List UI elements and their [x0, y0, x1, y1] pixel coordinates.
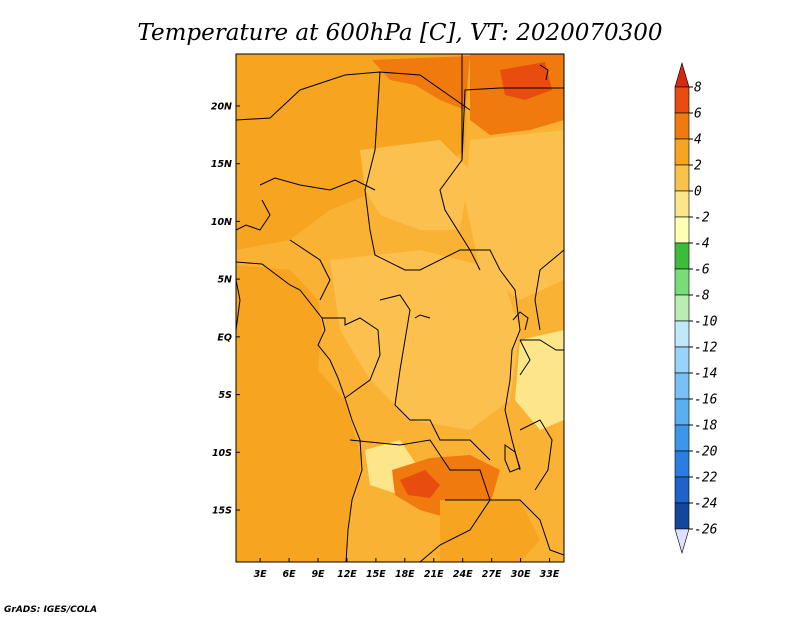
colorbar-box	[674, 294, 690, 322]
colorbar: 8 6 4 2 0 -2 -4 -6 -8 -10 -12 -14 -16 -18 -20 -22 -24 -26	[674, 61, 718, 555]
field-sahel-cool	[360, 140, 470, 230]
colorbar-box	[674, 398, 690, 426]
y-tick-label: 5S	[219, 390, 233, 401]
credit-text: GrADS: IGES/COLA	[4, 605, 97, 615]
colorbar-box	[674, 502, 690, 530]
colorbar-tick-label: -22	[694, 471, 718, 486]
x-tick-label: 6E	[283, 569, 297, 580]
y-tick-label: 10S	[212, 448, 232, 459]
colorbar-box	[674, 424, 690, 452]
map-frame	[235, 53, 565, 563]
colorbar-tick-label: -24	[694, 497, 717, 512]
field-east-cool	[465, 130, 564, 300]
colorbar-box	[674, 346, 690, 374]
colorbar-tick-label: 8	[694, 81, 702, 96]
y-tick-label: 15S	[212, 506, 232, 517]
x-tick-label: 15E	[366, 569, 386, 580]
colorbar-box	[674, 268, 690, 296]
colorbar-tick-label: 6	[694, 107, 702, 122]
y-tick-label: 15N	[211, 159, 232, 170]
colorbar-tick-label: -4	[694, 237, 710, 252]
colorbar-tick-label: -2	[694, 211, 710, 226]
colorbar-tick-label: -12	[694, 341, 718, 356]
colorbar-box	[674, 86, 690, 114]
colorbar-tick-label: 4	[694, 133, 702, 148]
colorbar-max-arrow	[674, 61, 690, 88]
x-tick-label: 30E	[511, 569, 531, 580]
colorbar-box	[674, 242, 690, 270]
colorbar-min-arrow	[674, 528, 690, 555]
colorbar-tick-label: -14	[694, 367, 717, 382]
x-tick-label: 9E	[311, 569, 325, 580]
colorbar-tick-label: -10	[694, 315, 718, 330]
colorbar-box	[674, 138, 690, 166]
colorbar-tick-label: 0	[694, 185, 702, 200]
colorbar-tick-label: 2	[694, 159, 702, 174]
colorbar-tick-label: -8	[694, 289, 710, 304]
x-axis: 3E 6E 9E 12E 15E 18E 21E 24E 27E 30E 33E	[254, 558, 560, 580]
x-tick-label: 12E	[337, 569, 357, 580]
colorbar-box	[674, 476, 690, 504]
colorbar-box	[674, 216, 690, 244]
colorbar-tick-label: -18	[694, 419, 718, 434]
colorbar-box	[674, 372, 690, 400]
field-south-hotter	[400, 470, 440, 498]
field-congo-cool	[330, 250, 520, 430]
x-tick-label: 21E	[424, 569, 444, 580]
chart-title: Temperature at 600hPa [C], VT: 202007030…	[137, 20, 662, 46]
colorbar-box	[674, 320, 690, 348]
colorbar-tick-label: -20	[694, 445, 718, 460]
y-tick-label: 10N	[211, 217, 232, 228]
colorbar-box	[674, 112, 690, 140]
colorbar-box	[674, 164, 690, 192]
field-ne-hotter	[500, 62, 552, 100]
x-tick-label: 27E	[482, 569, 502, 580]
y-tick-label: 20N	[211, 101, 232, 112]
colorbar-box	[674, 190, 690, 218]
colorbar-box	[674, 450, 690, 478]
colorbar-tick-label: -26	[694, 523, 718, 538]
x-tick-label: 18E	[395, 569, 415, 580]
field-northwest	[236, 54, 470, 250]
x-tick-label: 3E	[254, 569, 268, 580]
field-west-ocean	[236, 265, 362, 562]
y-tick-label: EQ	[217, 332, 232, 343]
y-tick-label: 5N	[217, 275, 232, 286]
colorbar-tick-label: -6	[694, 263, 710, 278]
colorbar-tick-label: -16	[694, 393, 718, 408]
y-axis: 20N 15N 10N 5N EQ 5S 10S 15S	[211, 101, 240, 517]
x-tick-label: 33E	[540, 569, 560, 580]
borders	[236, 54, 564, 562]
field-north-hot	[372, 56, 470, 110]
field-se-warm	[440, 500, 540, 562]
map-panel	[236, 54, 564, 562]
x-tick-label: 24E	[453, 569, 473, 580]
